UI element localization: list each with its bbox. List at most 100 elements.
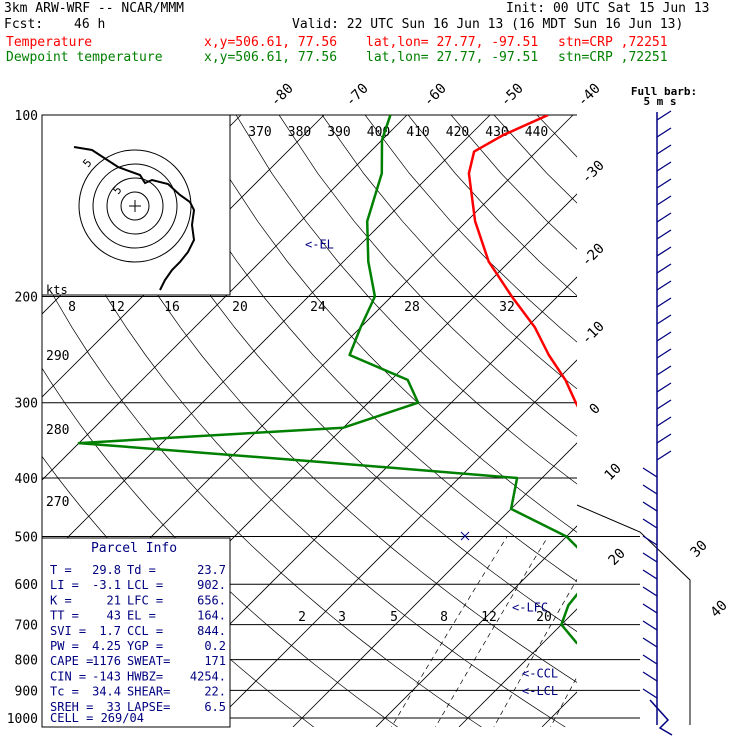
dry-adiabat xyxy=(42,273,482,727)
parcel-info-key: LFC = xyxy=(127,593,163,607)
parcel-info-key: LAPSE= xyxy=(127,700,170,714)
pressure-tick-label: 1000 xyxy=(7,712,38,727)
parcel-info-value: 4.25 xyxy=(92,639,121,653)
dewpoint-legend: Dewpoint temperature xyxy=(6,50,163,65)
wind-barb xyxy=(656,433,672,444)
parcel-info-value: 34.4 xyxy=(92,685,121,699)
isotherm-label: -20 xyxy=(579,241,608,270)
wind-barb xyxy=(656,212,672,223)
isotherm-label: 10 xyxy=(602,461,625,484)
wind-barb xyxy=(642,535,658,546)
wind-barb-unit: 5 m s xyxy=(643,95,676,108)
dry-adiabat xyxy=(63,115,577,683)
wind-barb xyxy=(656,246,672,257)
parcel-info-key: LI = xyxy=(50,578,79,592)
temperature-xy: x,y=506.61, 77.56 xyxy=(204,35,338,50)
parcel-info-key: SVI = xyxy=(50,624,86,638)
mixing-ratio-line xyxy=(667,537,740,731)
parcel-info-value: 1.7 xyxy=(99,624,121,638)
isotherm-line xyxy=(42,115,491,564)
sounding-header: 3km ARW-WRF -- NCAR/MMM Init: 00 UTC Sat… xyxy=(0,0,740,70)
wind-barb xyxy=(656,263,672,274)
dewpoint-xy: x,y=506.61, 77.56 xyxy=(204,50,338,65)
hodograph-ring xyxy=(106,177,164,235)
isotherm-line xyxy=(209,359,577,727)
wind-barb xyxy=(656,297,672,308)
mixing-ratio-line xyxy=(435,536,549,727)
isotherm-label: -30 xyxy=(579,158,608,187)
parcel-info-key: SWEAT= xyxy=(127,654,170,668)
hodograph-speed-tick: 28 xyxy=(404,300,420,315)
theta-e-label: 390 xyxy=(327,125,350,140)
dry-adiabat xyxy=(580,115,740,731)
hodograph-direction-tick: 280 xyxy=(46,423,69,438)
wind-barb xyxy=(642,518,658,529)
init-time: Init: 00 UTC Sat 15 Jun 13 xyxy=(506,1,710,16)
wind-barb xyxy=(656,280,672,291)
wind-barb xyxy=(656,195,672,206)
wind-barb xyxy=(642,467,658,478)
parcel-info-key: CCL = xyxy=(127,624,163,638)
parcel-info-value: 164. xyxy=(197,609,226,623)
parcel-info-key: YGP = xyxy=(127,639,163,653)
parcel-info-key: Td = xyxy=(127,563,156,577)
mixing-ratio-label: 20 xyxy=(536,610,552,625)
isotherm-label: -70 xyxy=(343,81,372,110)
wind-barb xyxy=(642,637,658,648)
wind-barb xyxy=(656,331,672,342)
panel-boundary xyxy=(576,504,691,725)
hodograph-trace xyxy=(73,146,196,291)
pressure-tick-label: 400 xyxy=(15,472,38,487)
mixing-ratio-label: 5 xyxy=(390,610,398,625)
parcel-info-value: 29.8 xyxy=(92,563,121,577)
wind-barb xyxy=(642,586,658,597)
wind-barb xyxy=(642,569,658,580)
parcel-info-value: 656. xyxy=(197,593,226,607)
hodograph-unit: kts xyxy=(46,283,68,297)
dry-adiabat xyxy=(709,115,740,731)
wind-barb xyxy=(656,348,672,359)
pressure-tick-label: 300 xyxy=(15,397,38,412)
wind-barb xyxy=(642,552,658,563)
isotherm-line xyxy=(42,115,408,481)
wind-barb xyxy=(656,450,672,461)
parcel-info-key: T = xyxy=(50,563,72,577)
hodograph-frame xyxy=(41,114,231,296)
parcel-info-value: -143 xyxy=(92,669,121,683)
parcel-info-key: HWBZ= xyxy=(127,669,163,683)
hodograph-speed-tick: 12 xyxy=(109,300,125,315)
wind-barb xyxy=(656,382,672,393)
pressure-tick-label: 200 xyxy=(15,291,38,306)
wind-barb xyxy=(642,688,658,699)
level-annotation: <-CCL xyxy=(522,667,558,681)
dry-adiabat xyxy=(235,115,577,485)
theta-e-label: 370 xyxy=(248,125,271,140)
level-annotation: <-LCL xyxy=(522,684,558,698)
theta-e-label: 410 xyxy=(406,125,429,140)
level-annotation: <-EL xyxy=(305,238,334,252)
parcel-info-value: 43 xyxy=(107,609,121,623)
sounding-series xyxy=(77,115,577,645)
parcel-info-key: SREH = xyxy=(50,700,93,714)
parcel-info-value: 844. xyxy=(197,624,226,638)
isotherm-label: 20 xyxy=(606,546,629,569)
pressure-tick-label: 600 xyxy=(15,578,38,593)
wind-barb xyxy=(656,399,672,410)
wind-barb xyxy=(656,127,672,138)
parcel-info-key: CAPE = xyxy=(50,654,93,668)
hodograph-speed-tick: 32 xyxy=(499,300,515,315)
pressure-tick-label: 700 xyxy=(15,619,38,634)
parcel-marker xyxy=(460,531,470,541)
parcel-info-key: PW = xyxy=(50,639,79,653)
pressure-tick-label: 900 xyxy=(15,684,38,699)
model-title: 3km ARW-WRF -- NCAR/MMM xyxy=(4,1,185,16)
line-labels: -80 -70 -60 -50 -40 -30 -20 -10 0 10 20 30 40 370 380 3… xyxy=(248,81,730,625)
isotherm-line xyxy=(458,608,577,727)
parcel-info-key: Tc = xyxy=(50,685,79,699)
wind-barb xyxy=(656,314,672,325)
isotherm-label: -50 xyxy=(498,81,527,110)
isotherm-line xyxy=(708,115,740,727)
parcel-info-key: CIN = xyxy=(50,669,86,683)
hodograph-speed-tick: 16 xyxy=(164,300,180,315)
